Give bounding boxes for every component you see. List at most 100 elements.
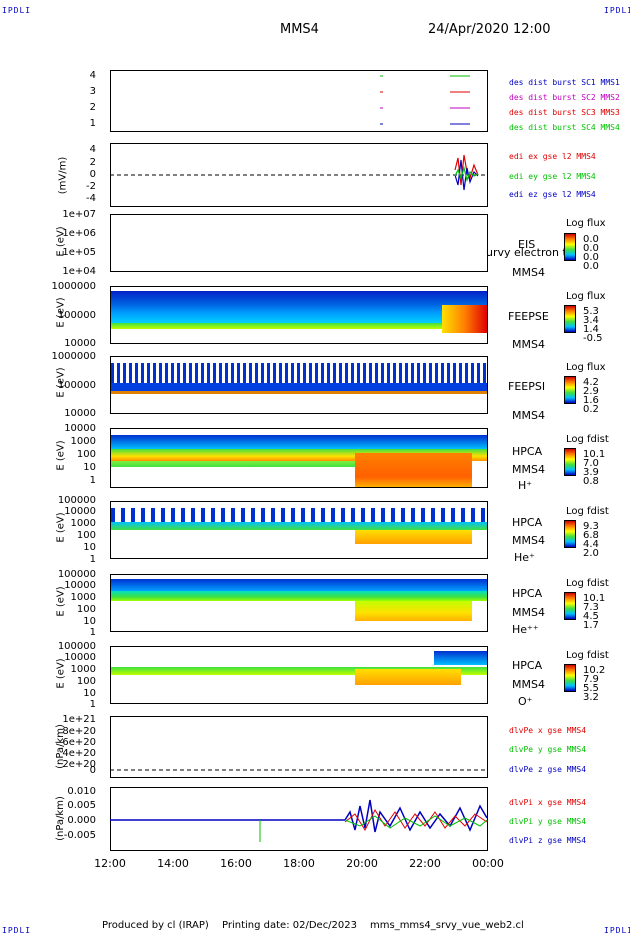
p8-ytick: 1000: [70, 592, 96, 603]
p5-colorbar-title: Log flux: [566, 362, 606, 373]
p9-spacecraft: MMS4: [512, 678, 545, 691]
burst-segments: [380, 75, 470, 125]
p2-ytick: 4: [89, 144, 96, 155]
p5-ytick: 10000: [64, 408, 96, 419]
p1-legend-3: des dist burst SC3 MMS3: [509, 108, 620, 117]
p3-cb-val: 0.0: [583, 243, 599, 254]
heplusplus-high: [111, 579, 487, 591]
p9-ytick: 100000: [57, 641, 96, 652]
p6-cb-val: 0.8: [583, 476, 599, 487]
p7-colorbar: [564, 520, 576, 548]
p1-legend-2: des dist burst SC2 MMS2: [509, 93, 620, 102]
p11-ytick: -0.005: [63, 830, 96, 841]
eis-spectrogram-panel: [110, 214, 488, 272]
p9-cb-val: 7.9: [583, 674, 599, 685]
spacecraft-title: MMS4: [280, 22, 319, 37]
p11-ytick: 0.010: [67, 786, 96, 797]
p9-ytick: 10000: [64, 652, 96, 663]
footer-printing-date: Printing date: 02/Dec/2023: [222, 920, 358, 931]
p5-ytick: 100000: [57, 380, 96, 391]
xtick: 20:00: [346, 857, 378, 870]
p5-instrument: FEEPSI: [508, 380, 546, 393]
feepse-spectrum: [111, 291, 487, 323]
p11-legend-3: dlvPi z gse MMS4: [509, 836, 587, 845]
p10-ytick: 6e+20: [62, 737, 96, 748]
p5-ytick: 1000000: [51, 351, 96, 362]
feepsi-band: [111, 391, 487, 394]
p7-ytick: 1: [89, 554, 96, 565]
corner-label-top-left: IPDLI: [2, 6, 32, 15]
p10-ytick: 4e+20: [62, 748, 96, 759]
p7-spacecraft: MMS4: [512, 534, 545, 547]
p8-spacecraft: MMS4: [512, 606, 545, 619]
p8-cb-val: 1.7: [583, 620, 599, 631]
p6-ytick: 10: [83, 462, 96, 473]
xtick: 16:00: [220, 857, 252, 870]
p10-ytick: 2e+20: [62, 759, 96, 770]
corner-label-bottom-left: IPDLI: [2, 926, 32, 935]
xtick: 14:00: [157, 857, 189, 870]
p11-ytick: 0.000: [67, 815, 96, 826]
p6-cb-val: 10.1: [583, 449, 606, 460]
p2-legend-2: edi ey gse l2 MMS4: [509, 172, 596, 181]
p8-ytick: 100: [76, 604, 96, 615]
oplus-burst: [355, 669, 461, 685]
feepse-burst: [441, 305, 487, 333]
p8-ytick: 10: [83, 616, 96, 627]
p3-colorbar: [564, 233, 576, 261]
p3-cb-val: 0.0: [583, 261, 599, 272]
p11-legend-1: dlvPi x gse MMS4: [509, 798, 587, 807]
p7-species: He⁺: [514, 551, 535, 564]
p3-ytick: 1e+05: [62, 247, 96, 258]
p3-colorbar-title: Log flux: [566, 218, 606, 229]
p6-ytick: 10000: [64, 423, 96, 434]
p3-cb-val: 0.0: [583, 252, 599, 263]
p3-cb-val: 0.0: [583, 234, 599, 245]
p6-ytick: 1000: [70, 436, 96, 447]
hplus-low: [111, 461, 356, 467]
p3-overlay-label: urvy electron to: [486, 246, 574, 259]
hplus-burst: [355, 453, 472, 487]
p10-legend-3: dlvPe z gse MMS4: [509, 765, 587, 774]
xtick: 12:00: [94, 857, 126, 870]
p8-cb-val: 10.1: [583, 593, 606, 604]
p7-ytick: 10: [83, 542, 96, 553]
feeps-ion-panel: [110, 356, 488, 414]
p9-cb-val: 5.5: [583, 683, 599, 694]
hpca-hplus-panel: [110, 428, 488, 488]
heplus-sparse: [111, 508, 487, 522]
p8-colorbar: [564, 592, 576, 620]
p6-ytick: 100: [76, 449, 96, 460]
p3-instrument: EIS: [518, 238, 536, 251]
p6-spacecraft: MMS4: [512, 463, 545, 476]
p1-legend-1: des dist burst SC1 MMS1: [509, 78, 620, 87]
p6-cb-val: 3.9: [583, 467, 599, 478]
p9-colorbar: [564, 664, 576, 692]
divpe-panel: [110, 716, 488, 778]
p8-cb-val: 4.5: [583, 611, 599, 622]
p6-instrument: HPCA: [512, 445, 543, 458]
p8-species: He⁺⁺: [512, 623, 539, 636]
p4-ytick: 100000: [57, 310, 96, 321]
xtick: 22:00: [409, 857, 441, 870]
p4-cb-val: 1.4: [583, 324, 599, 335]
p9-ytick: 100: [76, 676, 96, 687]
xtick: 18:00: [283, 857, 315, 870]
oplus-high: [434, 651, 487, 665]
p11-ytick: 0.005: [67, 800, 96, 811]
p8-cb-val: 7.3: [583, 602, 599, 613]
p10-legend-1: dlvPe x gse MMS4: [509, 726, 587, 735]
p5-cb-val: 1.6: [583, 395, 599, 406]
p8-ytick: 1: [89, 627, 96, 638]
p9-colorbar-title: Log fdist: [566, 650, 609, 661]
corner-label-bottom-right: IPDLI: [604, 926, 630, 935]
p5-cb-val: 4.2: [583, 377, 599, 388]
heplus-burst: [355, 530, 472, 544]
footer-produced: Produced by cl (IRAP): [102, 920, 209, 931]
p8-ytick: 10000: [64, 580, 96, 591]
p8-colorbar-title: Log fdist: [566, 578, 609, 589]
hpca-oplus-panel: [110, 646, 488, 704]
p7-ytick: 1000: [70, 518, 96, 529]
p1-legend-4: des dist burst SC4 MMS4: [509, 123, 620, 132]
p11-legend-2: dlvPi y gse MMS4: [509, 817, 587, 826]
